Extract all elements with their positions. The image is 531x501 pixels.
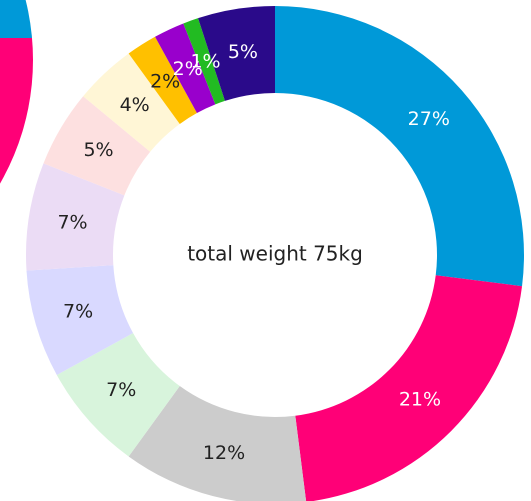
donut-segment — [295, 275, 523, 501]
value-label: 4% — [120, 94, 150, 116]
value-label: 2% — [173, 58, 203, 80]
donut — [25, 6, 524, 501]
value-label: 12% — [203, 442, 245, 464]
donut-segment — [56, 333, 180, 457]
donut-segment — [128, 386, 307, 501]
value-label: 5% — [83, 139, 113, 161]
donut-segment — [26, 265, 134, 375]
value-label: 2% — [150, 70, 180, 92]
neighbor-segment — [0, 0, 33, 38]
donut-segment — [128, 36, 197, 124]
value-label: 1% — [190, 51, 220, 73]
donut-segment — [183, 18, 225, 105]
donut-segment — [83, 53, 180, 152]
donut-segment — [43, 96, 151, 196]
donut-segment — [275, 6, 524, 287]
donut-segment — [25, 163, 125, 271]
value-label: 7% — [106, 379, 136, 401]
value-label: 5% — [228, 41, 258, 63]
donut-segment — [198, 6, 275, 101]
value-label: 27% — [408, 108, 450, 130]
center-label: total weight 75kg — [187, 242, 363, 266]
value-label: 7% — [63, 301, 93, 323]
donut-segment — [155, 23, 216, 114]
value-label: 7% — [57, 211, 87, 233]
value-label: 21% — [399, 388, 441, 410]
